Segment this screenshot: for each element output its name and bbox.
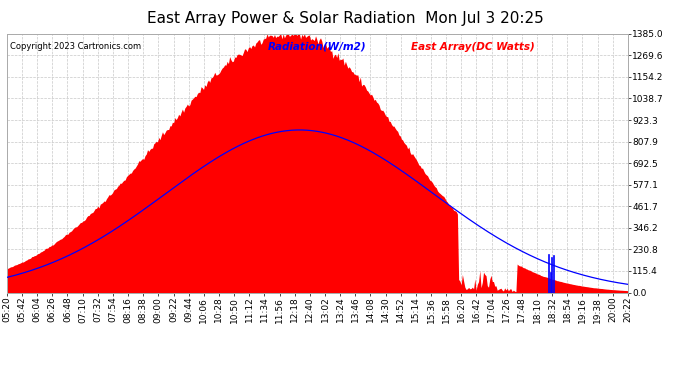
Text: Copyright 2023 Cartronics.com: Copyright 2023 Cartronics.com — [10, 42, 141, 51]
Text: East Array Power & Solar Radiation  Mon Jul 3 20:25: East Array Power & Solar Radiation Mon J… — [146, 11, 544, 26]
Text: East Array(DC Watts): East Array(DC Watts) — [411, 42, 534, 51]
Text: Radiation(W/m2): Radiation(W/m2) — [268, 42, 366, 51]
